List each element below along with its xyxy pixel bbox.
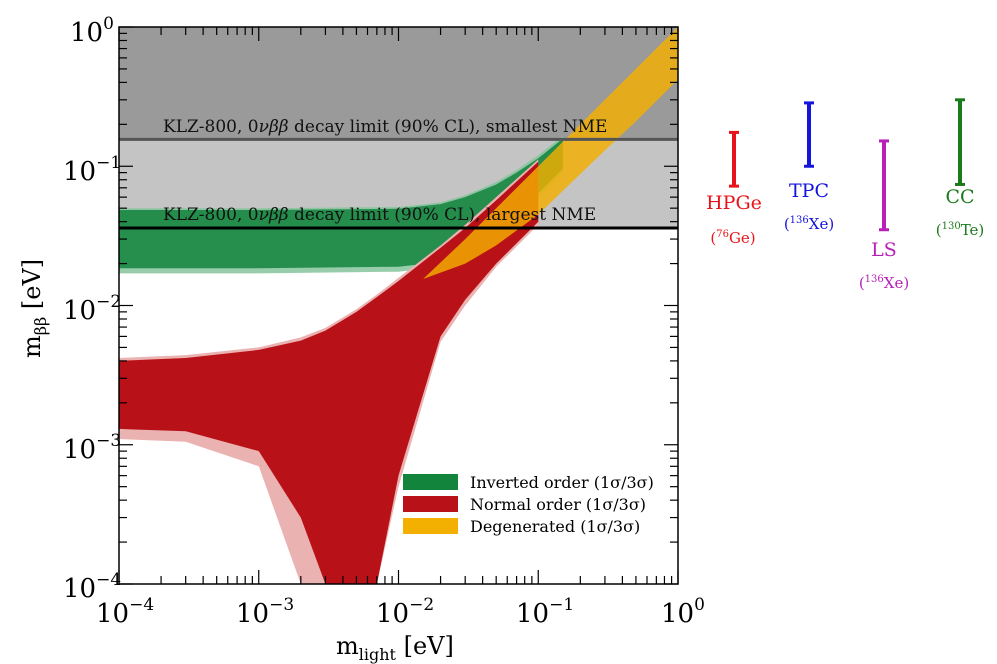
legend-swatch-inverted [403, 474, 458, 490]
inverted-order-1sigma-band [119, 138, 563, 269]
legend-swatch-normal [403, 496, 458, 512]
hpge-isotope: (76Ge) [710, 229, 755, 247]
legend-label-degenerated: Degenerated (1σ/3σ) [470, 517, 640, 536]
legend-label-normal: Normal order (1σ/3σ) [470, 495, 646, 514]
sensitivity-ranges: HPGe (76Ge) TPC (136Xe) LS (136Xe) CC (1… [706, 98, 985, 292]
tpc-label: TPC [789, 180, 829, 202]
x-tick-label-1e-4: 10−4 [96, 595, 154, 629]
cc-label: CC [945, 186, 974, 208]
plot-frame [118, 26, 679, 585]
limit-label-smallest-nme: KLZ-800, 0νββ decay limit (90% CL), smal… [163, 117, 607, 137]
ls-label: LS [871, 239, 897, 261]
cc-range: CC (130Te) [936, 98, 985, 239]
tpc-isotope: (136Xe) [784, 215, 834, 233]
y-tick-label-1e-4: 10−4 [63, 570, 121, 604]
hpge-range: HPGe (76Ge) [706, 130, 762, 247]
x-tick-label-1e0: 100 [661, 595, 705, 629]
y-tick-label-1e0: 100 [70, 14, 114, 48]
tpc-range: TPC (136Xe) [784, 101, 834, 233]
legend: Inverted order (1σ/3σ) Normal order (1σ/… [403, 473, 654, 536]
ls-isotope: (136Xe) [859, 274, 909, 292]
y-tick-labels: 10−4 10−3 10−2 10−1 100 [63, 14, 121, 604]
ls-range: LS (136Xe) [859, 139, 909, 292]
y-tick-label-1e-3: 10−3 [63, 431, 121, 465]
cc-isotope: (130Te) [936, 221, 985, 239]
x-tick-label-1e-2: 10−2 [376, 595, 434, 629]
limit-label-largest-nme: KLZ-800, 0νββ decay limit (90% CL), larg… [163, 205, 596, 225]
x-tick-label-1e-1: 10−1 [516, 595, 574, 629]
hpge-label: HPGe [706, 192, 762, 214]
plot-area [119, 27, 678, 584]
legend-label-inverted: Inverted order (1σ/3σ) [470, 473, 654, 492]
x-tick-labels: 10−4 10−3 10−2 10−1 100 [96, 595, 705, 629]
x-tick-label-1e-3: 10−3 [236, 595, 294, 629]
y-axis-title: mββ [eV] [18, 259, 50, 358]
y-tick-label-1e-2: 10−2 [63, 292, 121, 326]
legend-swatch-degenerated [403, 518, 458, 534]
normal-order-1sigma-band [119, 161, 539, 584]
y-tick-label-1e-1: 10−1 [63, 153, 121, 187]
x-axis-title: mlight [eV] [336, 632, 454, 664]
